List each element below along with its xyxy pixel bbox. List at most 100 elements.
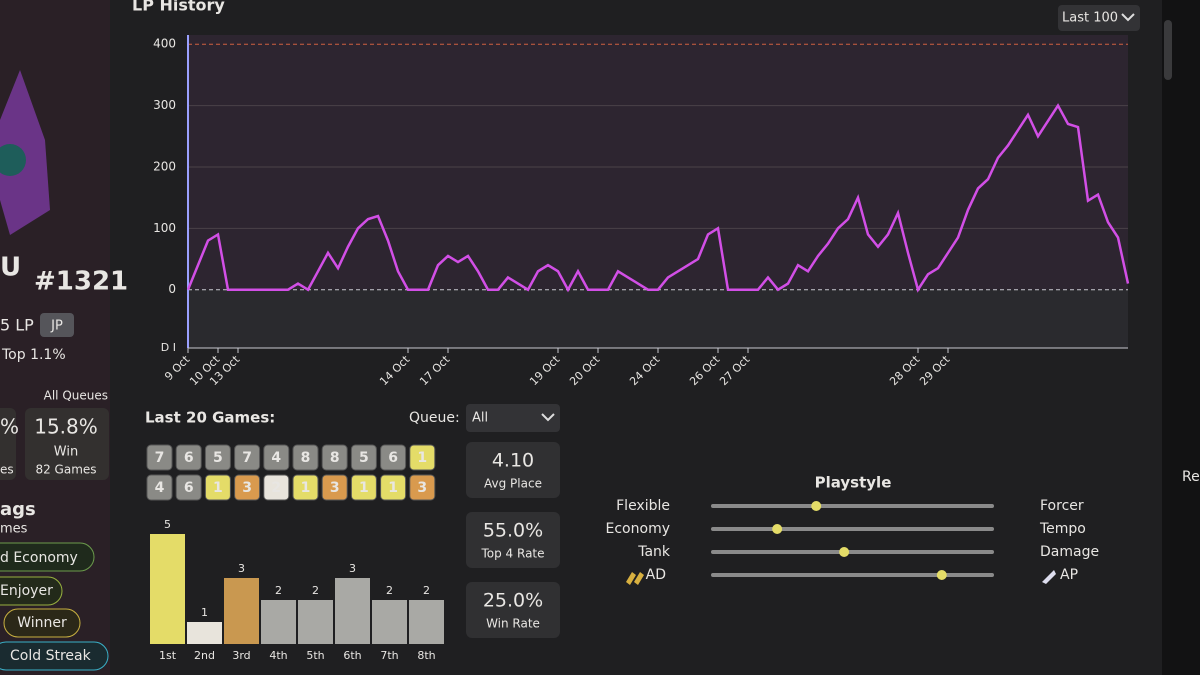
range-text: Last 100 [1062, 11, 1118, 26]
game-tile [409, 474, 436, 501]
stat-value: % [0, 415, 19, 439]
lp-title: LP History [132, 0, 225, 15]
stat-label: Top 4 Rate [480, 547, 544, 561]
game-placement: 4 [155, 480, 165, 496]
game-tile [204, 444, 231, 471]
range-dropdown[interactable] [1058, 5, 1140, 31]
placement-bar [150, 534, 185, 644]
slider-knob [811, 501, 822, 511]
playstyle-right: AP [1060, 567, 1078, 583]
rank-label: D I [161, 341, 176, 354]
x-tick-label: 1st [159, 649, 177, 662]
queue-value: All [472, 411, 488, 426]
game-placement: 2 [271, 480, 281, 496]
game-tile [175, 474, 202, 501]
x-tick-label: 6th [343, 649, 361, 662]
game-placement: 3 [417, 480, 427, 496]
game-placement: 1 [359, 480, 369, 496]
game-placement: 5 [359, 450, 369, 466]
stat-card [466, 442, 560, 498]
game-placement: 4 [271, 450, 281, 466]
game-tile [380, 474, 407, 501]
playstyle-left: Flexible [616, 498, 670, 514]
placement-bar [409, 600, 444, 644]
tag [0, 542, 95, 572]
chart-area-upper [188, 35, 1128, 290]
games-count: 82 Games [35, 463, 96, 477]
game-tile [146, 444, 173, 471]
game-tile [409, 444, 436, 471]
bar-value-label: 2 [386, 584, 393, 597]
dropdown-arrow [1121, 13, 1135, 22]
game-placement: 3 [330, 480, 340, 496]
lp-line [186, 103, 1130, 293]
bar-value-label: 2 [312, 584, 319, 597]
playstyle-right: Damage [1040, 544, 1099, 560]
game-placement: 6 [184, 450, 194, 466]
lp: 5 LP [0, 316, 34, 335]
game-placement: 1 [213, 480, 223, 496]
placement-bar [298, 600, 333, 644]
game-tile [350, 474, 377, 501]
playstyle-right: Forcer [1040, 498, 1084, 514]
scrollbar[interactable] [1164, 20, 1172, 80]
stat-card [466, 512, 560, 568]
tags-subtitle: mes [0, 522, 28, 537]
game-tile [234, 474, 261, 501]
queue-dropdown[interactable] [466, 404, 560, 432]
placement-bar [187, 622, 222, 644]
game-tile [380, 444, 407, 471]
tags-title: ags [0, 499, 36, 520]
x-tick-label: 4th [269, 649, 287, 662]
x-tick-label: 8th [417, 649, 435, 662]
stat-value: 4.10 [492, 450, 534, 472]
y-tick-label: 0 [168, 282, 176, 296]
tag-text: d Economy [0, 550, 78, 566]
game-tile [146, 474, 173, 501]
game-placement: 6 [388, 450, 398, 466]
ad-icon [626, 572, 644, 585]
region: JP [50, 319, 63, 334]
win-label: Win [54, 445, 78, 460]
y-tick-label: 100 [153, 221, 176, 235]
bar-value-label: 2 [275, 584, 282, 597]
y-tick-label: 200 [153, 159, 176, 173]
y-tick-label: 300 [153, 98, 176, 112]
game-tile [321, 444, 348, 471]
slider-knob [839, 547, 850, 557]
x-tick-label: 7th [380, 649, 398, 662]
game-placement: 6 [184, 480, 194, 496]
game-placement: 7 [155, 450, 165, 466]
game-tile [234, 444, 261, 471]
slider-knob [772, 524, 783, 534]
playstyle-left: AD [646, 567, 666, 583]
x-tick-label: 3rd [232, 649, 250, 662]
game-placement: 1 [417, 450, 427, 466]
placement-bar [335, 578, 370, 644]
tag-text: Enjoyer [0, 583, 53, 599]
game-placement: 7 [242, 450, 252, 466]
games-title: Last 20 Games: [145, 409, 275, 427]
queue-label: Queue: [409, 410, 460, 426]
game-tile [204, 474, 231, 501]
game-tile [292, 444, 319, 471]
ap-icon [1042, 570, 1056, 584]
placement-bar [224, 578, 259, 644]
top-percent: Top 1.1% [1, 347, 66, 363]
stat-label: Avg Place [484, 477, 542, 491]
x-tick-label: 2nd [194, 649, 215, 662]
x-tick-label: 5th [306, 649, 324, 662]
game-placement: 5 [213, 450, 223, 466]
slider-knob [936, 570, 947, 580]
game-placement: 1 [301, 480, 311, 496]
stat-card [466, 582, 560, 638]
stat-value: 25.0% [483, 590, 543, 612]
y-tick-label: 400 [153, 37, 176, 51]
playstyle-right: Tempo [1039, 521, 1086, 537]
game-placement: 1 [388, 480, 398, 496]
game-placement: 3 [242, 480, 252, 496]
chart-area-lower [188, 289, 1128, 348]
bar-value-label: 2 [423, 584, 430, 597]
